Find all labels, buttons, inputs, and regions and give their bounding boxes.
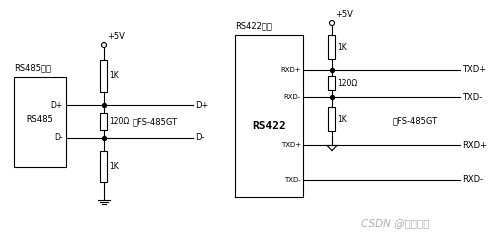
Bar bbox=[328, 35, 335, 60]
Bar bbox=[14, 77, 66, 167]
Bar bbox=[100, 60, 107, 92]
Text: 1K: 1K bbox=[337, 43, 347, 52]
Text: RXD+: RXD+ bbox=[280, 67, 301, 73]
Text: RXD-: RXD- bbox=[284, 94, 301, 100]
Bar bbox=[328, 76, 335, 90]
Bar bbox=[235, 35, 303, 197]
Text: TXD-: TXD- bbox=[284, 177, 301, 183]
Bar bbox=[328, 107, 335, 131]
Text: D+: D+ bbox=[51, 100, 63, 110]
Text: D-: D- bbox=[54, 134, 63, 143]
Text: RS485设备: RS485设备 bbox=[14, 63, 51, 72]
Text: TXD-: TXD- bbox=[462, 93, 482, 101]
Text: RS485: RS485 bbox=[26, 115, 53, 124]
Text: RS422: RS422 bbox=[252, 121, 286, 131]
Text: CSDN @蓝天居士: CSDN @蓝天居士 bbox=[361, 218, 429, 228]
Text: RS422设备: RS422设备 bbox=[235, 21, 272, 30]
Text: 接FS-485GT: 接FS-485GT bbox=[392, 117, 438, 125]
Text: D-: D- bbox=[195, 134, 205, 143]
Text: RXD-: RXD- bbox=[462, 175, 483, 184]
Text: 1K: 1K bbox=[109, 162, 119, 171]
Text: RXD+: RXD+ bbox=[462, 140, 487, 149]
Text: TXD+: TXD+ bbox=[281, 142, 301, 148]
Text: D+: D+ bbox=[195, 100, 209, 110]
Text: 1K: 1K bbox=[337, 115, 347, 124]
Text: 120Ω: 120Ω bbox=[337, 79, 357, 88]
Text: +5V: +5V bbox=[335, 10, 353, 19]
Bar bbox=[100, 151, 107, 182]
Text: TXD+: TXD+ bbox=[462, 65, 486, 74]
Text: 120Ω: 120Ω bbox=[109, 117, 129, 126]
Text: +5V: +5V bbox=[107, 32, 125, 41]
Text: 1K: 1K bbox=[109, 71, 119, 80]
Text: 接FS-485GT: 接FS-485GT bbox=[132, 117, 178, 126]
Bar bbox=[100, 113, 107, 130]
